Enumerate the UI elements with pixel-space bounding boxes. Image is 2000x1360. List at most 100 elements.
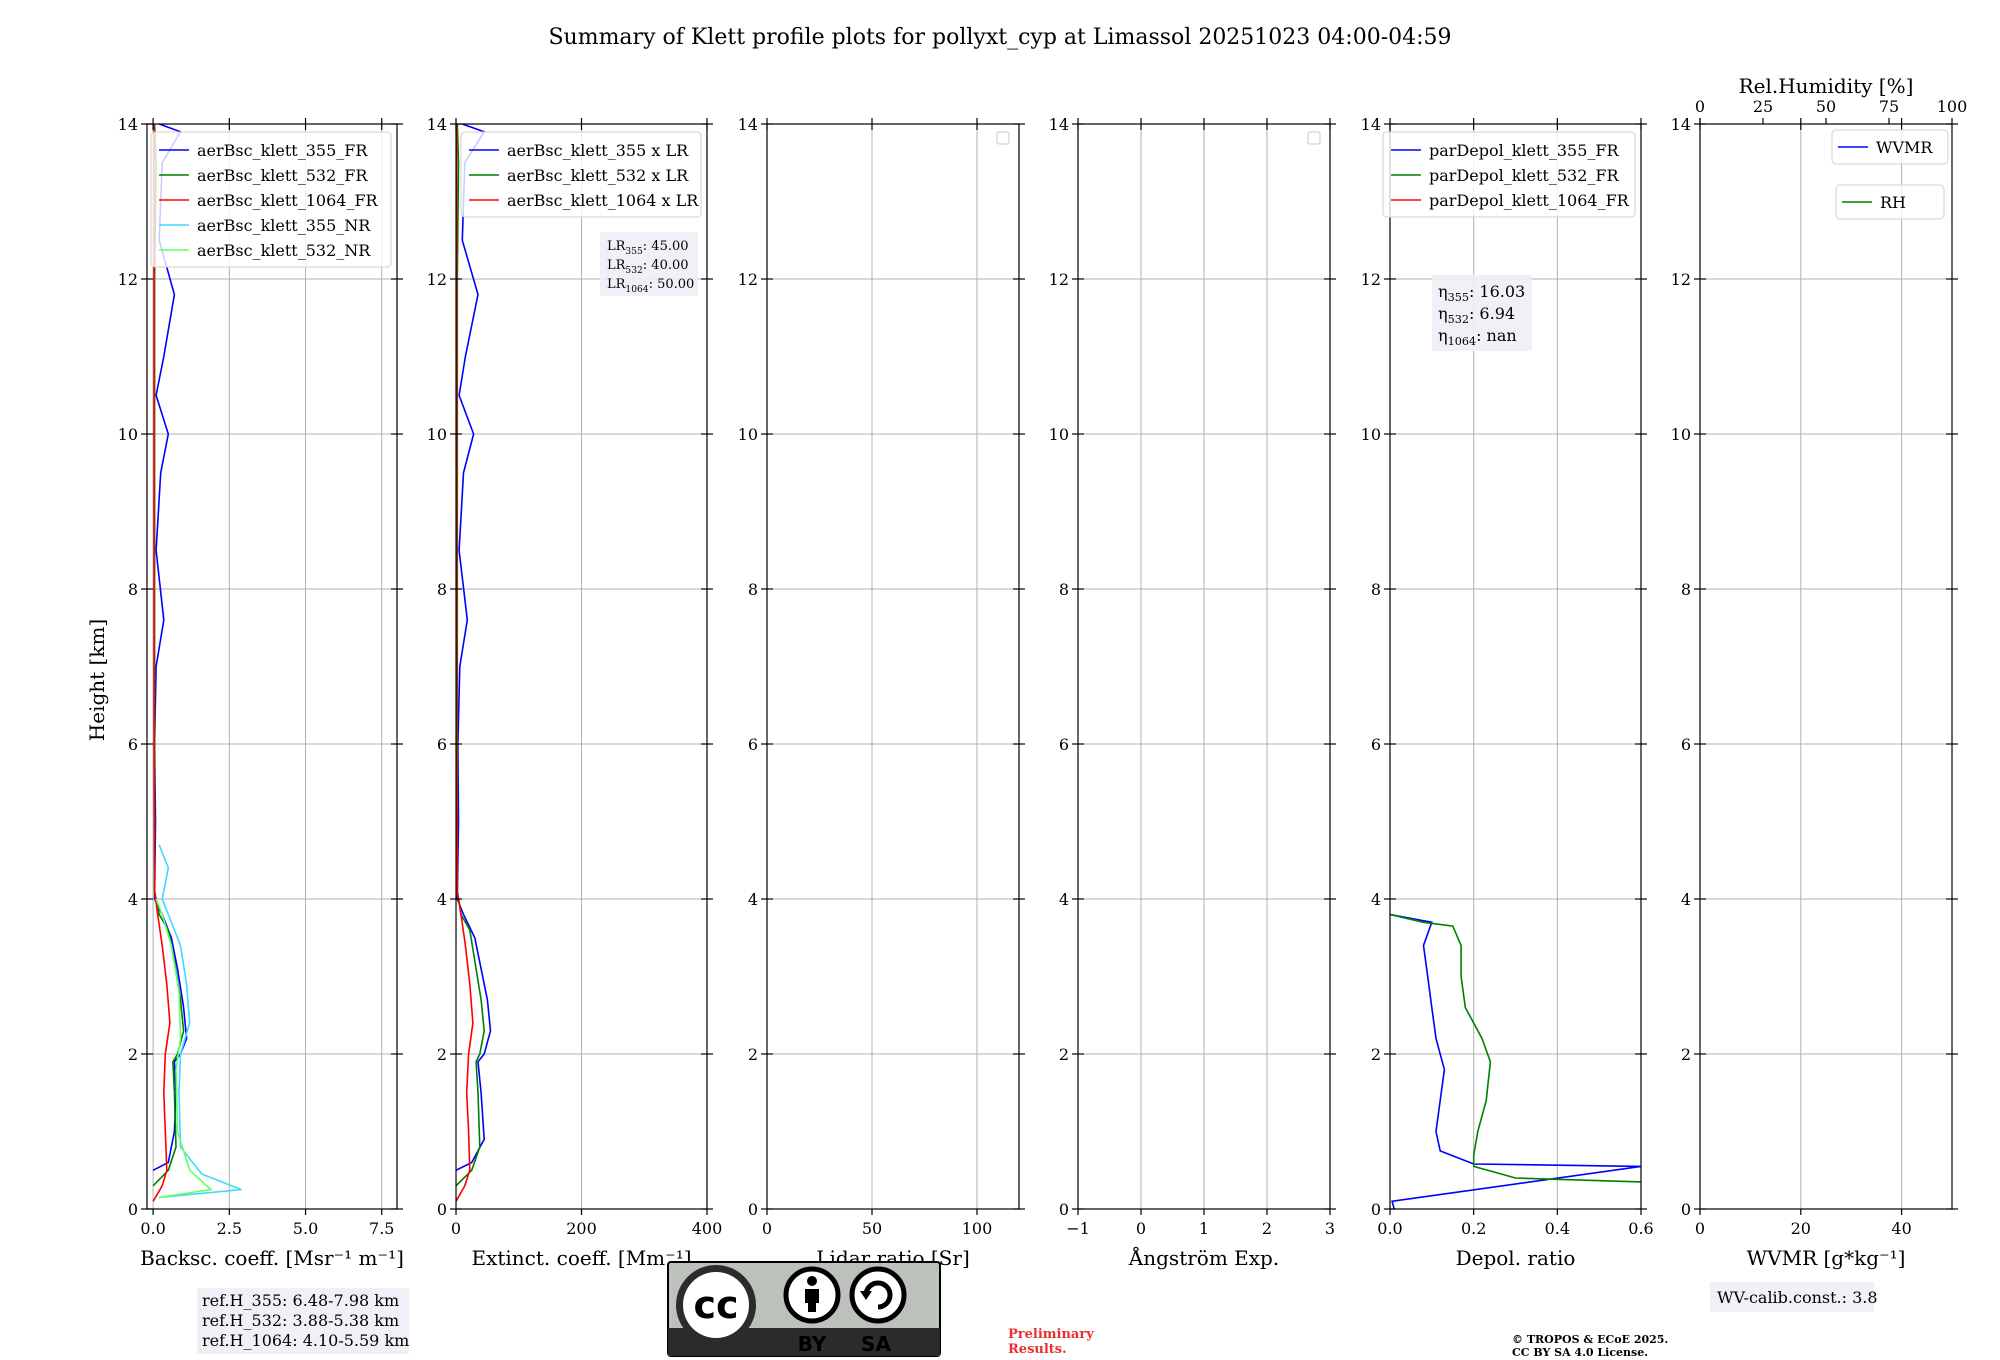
x-tick-label: 200 [566, 1219, 597, 1238]
y-tick-label: 4 [748, 890, 758, 909]
y-tick-label: 4 [128, 890, 138, 909]
y-tick-label: 8 [128, 580, 138, 599]
top-x-tick-label: 0 [1695, 97, 1705, 116]
legend-box-RH [1835, 184, 1945, 220]
plot-frame [1389, 123, 1642, 1210]
lidar-ratio-text: LR532: 40.00 [607, 258, 689, 276]
series-line-parDepol_klett_355_FR [1390, 913, 1641, 1209]
y-tick-label: 10 [118, 425, 138, 444]
top-x-tick-label: 75 [1879, 97, 1899, 116]
y-tick-label: 8 [1059, 580, 1069, 599]
top-x-tick-label: 100 [1937, 97, 1968, 116]
lidar-ratio-box [600, 232, 698, 296]
y-tick-label: 12 [1361, 270, 1381, 289]
legend-label: aerBsc_klett_355_FR [197, 141, 368, 160]
y-tick-label: 6 [1681, 735, 1691, 754]
x-tick-label: 1 [1199, 1219, 1209, 1238]
y-tick-label: 0 [748, 1200, 758, 1219]
y-tick-label: 2 [1681, 1045, 1691, 1064]
x-tick-label: 0 [451, 1219, 461, 1238]
y-tick-label: 4 [1059, 890, 1069, 909]
empty-legend-box [1307, 131, 1321, 145]
y-axis-label: Height [km] [85, 619, 109, 741]
legend-box-WVMR [1831, 129, 1949, 165]
legend-label: parDepol_klett_532_FR [1429, 166, 1620, 185]
x-tick-label: 2.5 [217, 1219, 242, 1238]
y-tick-label: 0 [128, 1200, 138, 1219]
x-tick-label: 40 [1891, 1219, 1911, 1238]
x-axis-label: Depol. ratio [1456, 1246, 1576, 1270]
x-tick-label: 20 [1791, 1219, 1811, 1238]
wv-calibration-text: WV-calib.const.: 3.8 [1717, 1288, 1878, 1307]
x-tick-label: 0.4 [1545, 1219, 1570, 1238]
calibration-constant-text: η532: 6.94 [1438, 304, 1515, 326]
series-line-aerBsc_klett_1064 x LR [456, 124, 474, 1202]
y-tick-label: 8 [1371, 580, 1381, 599]
y-tick-label: 4 [1681, 890, 1691, 909]
x-tick-label: 0 [1695, 1219, 1705, 1238]
x-tick-label: 0.6 [1628, 1219, 1653, 1238]
x-tick-label: 0 [762, 1219, 772, 1238]
y-tick-label: 6 [1059, 735, 1069, 754]
y-tick-label: 14 [1671, 115, 1691, 134]
y-tick-label: 6 [437, 735, 447, 754]
legend-label: parDepol_klett_1064_FR [1429, 191, 1630, 210]
series-line-aerBsc_klett_355_NR [158, 844, 242, 1199]
calibration-constant-text: η1064: nan [1438, 326, 1517, 348]
y-tick-label: 2 [748, 1045, 758, 1064]
x-axis-label: Backsc. coeff. [Msr⁻¹ m⁻¹] [140, 1246, 404, 1270]
x-tick-label: 0 [1136, 1219, 1146, 1238]
x-axis-label: Extinct. coeff. [Mm⁻¹] [471, 1246, 691, 1270]
panel-depol: 0 2 4 6 8 10 12 14 0.0 0.2 0.4 0.6 Depol. ratio parDe… [1361, 115, 1654, 1270]
x-axis-label: WVMR [g*kg⁻¹] [1747, 1246, 1906, 1270]
series-line-aerBsc_klett_355 x LR [456, 124, 492, 1172]
y-tick-label: 12 [427, 270, 447, 289]
calibration-box [1432, 275, 1532, 351]
x-tick-label: 0.0 [1377, 1219, 1402, 1238]
legend-label: aerBsc_klett_1064 x LR [507, 191, 699, 210]
legend-label: aerBsc_klett_1064_FR [197, 191, 379, 210]
x-tick-label: 7.5 [369, 1219, 394, 1238]
license-badge: cc BY SA [667, 1261, 941, 1357]
legend-label: aerBsc_klett_532_NR [197, 241, 371, 260]
y-tick-label: 10 [738, 425, 758, 444]
y-tick-label: 2 [1059, 1045, 1069, 1064]
copyright-line-1: © TROPOS & ECoE 2025. [1512, 1333, 1668, 1346]
plot-frame [1699, 123, 1953, 1210]
preliminary-line-1: Preliminary [1008, 1327, 1094, 1342]
y-tick-label: 6 [748, 735, 758, 754]
legend-label: aerBsc_klett_355_NR [197, 216, 371, 235]
x-tick-label: 50 [862, 1219, 882, 1238]
license-sa-label: SA [861, 1332, 891, 1356]
y-tick-label: 0 [1059, 1200, 1069, 1219]
x-tick-label: 0.2 [1461, 1219, 1486, 1238]
y-tick-label: 6 [1371, 735, 1381, 754]
y-tick-label: 10 [1049, 425, 1069, 444]
y-tick-label: 2 [1371, 1045, 1381, 1064]
y-tick-label: 0 [1681, 1200, 1691, 1219]
y-tick-label: 10 [1361, 425, 1381, 444]
reference-height-box [197, 1288, 409, 1354]
y-tick-label: 10 [1671, 425, 1691, 444]
sa-share-icon [849, 1266, 907, 1324]
x-tick-label: 5.0 [293, 1219, 318, 1238]
legend-label: aerBsc_klett_532_FR [197, 166, 368, 185]
license-by-label: BY [798, 1332, 827, 1356]
y-tick-label: 12 [118, 270, 138, 289]
top-x-axis-label: Rel.Humidity [%] [1739, 74, 1914, 98]
series-line-parDepol_klett_532_FR [1390, 913, 1641, 1183]
y-tick-label: 10 [427, 425, 447, 444]
y-tick-label: 0 [437, 1200, 447, 1219]
preliminary-line-2: Results. [1008, 1342, 1067, 1357]
series-line-aerBsc_klett_532 x LR [456, 124, 486, 1187]
series-line-aerBsc_klett_1064_FR [152, 124, 171, 1202]
y-tick-label: 6 [128, 735, 138, 754]
legend-box [150, 131, 392, 268]
panel-bsc: 0 2 4 6 8 10 12 14 0.0 2.5 5.0 7.5 Backsc. coeff. [M… [118, 115, 409, 1354]
legend-label: WVMR [1876, 138, 1933, 157]
